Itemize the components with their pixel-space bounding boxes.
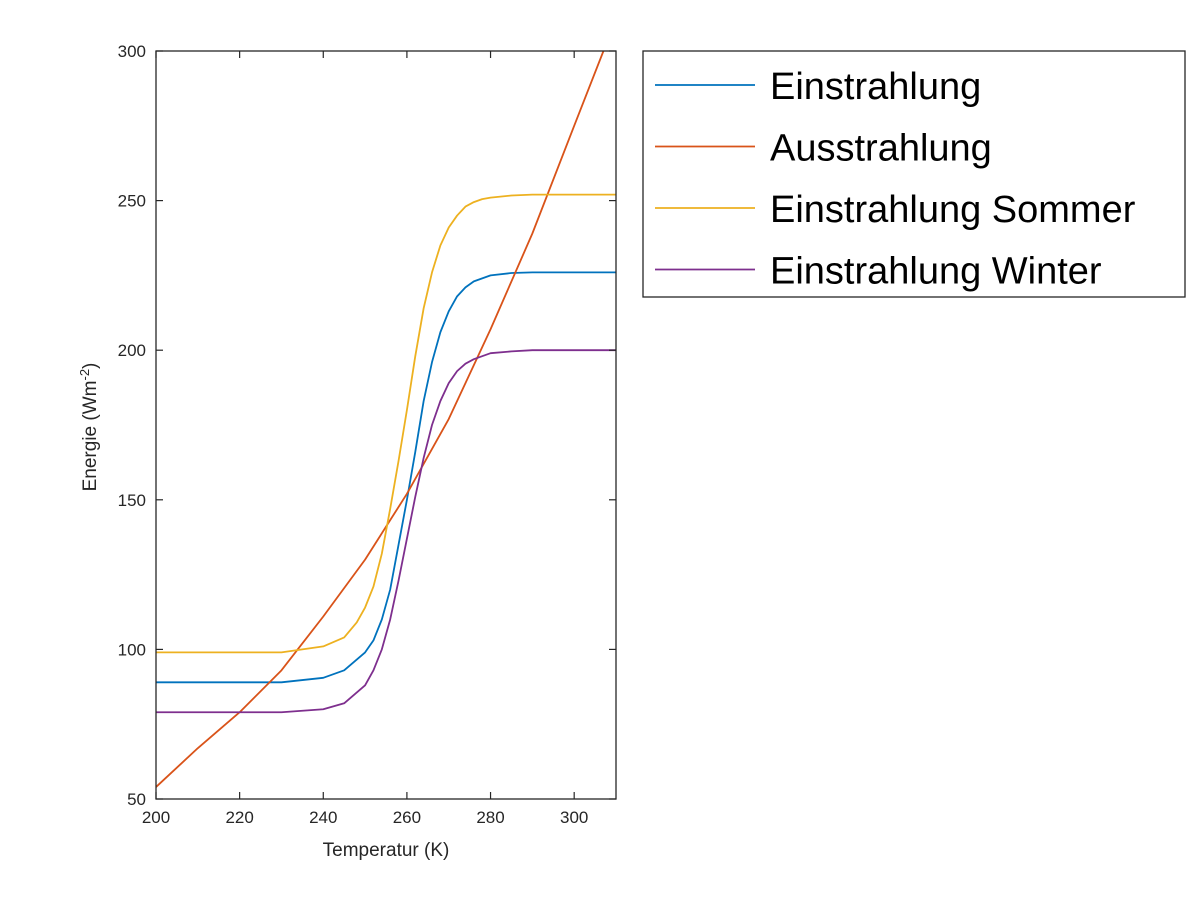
legend-box — [642, 50, 1186, 298]
legend-item: Einstrahlung Winter — [655, 251, 1102, 293]
y-axis-label: Energie (Wm-2) — [77, 363, 102, 492]
legend-label: Einstrahlung Sommer — [770, 189, 1136, 231]
y-tick-label: 50 — [127, 790, 146, 809]
y-tick-label: 250 — [118, 192, 146, 211]
y-tick-label: 200 — [118, 341, 146, 360]
series-line-4 — [156, 349, 616, 714]
y-tick-label: 300 — [118, 42, 146, 61]
x-tick-label: 300 — [560, 808, 588, 827]
series-lines — [156, 51, 616, 788]
y-axis-label-tail: ) — [80, 363, 101, 369]
series-line-3 — [156, 193, 616, 654]
y-axis-ticks: 50 100 150 200 250 300 — [118, 42, 616, 809]
y-axis-label-main: Energie (Wm — [80, 381, 101, 492]
legend-item: Ausstrahlung — [655, 128, 992, 170]
x-tick-label: 200 — [142, 808, 170, 827]
axes-box — [155, 50, 617, 800]
series-line-1 — [156, 271, 616, 684]
x-tick-label: 260 — [393, 808, 421, 827]
x-tick-label: 220 — [225, 808, 253, 827]
plot-area — [155, 50, 617, 800]
legend-item: Einstrahlung — [655, 66, 981, 108]
x-tick-label: 240 — [309, 808, 337, 827]
legend-item: Einstrahlung Sommer — [655, 189, 1136, 231]
legend-label: Einstrahlung — [770, 66, 981, 108]
legend-label: Einstrahlung Winter — [770, 251, 1102, 293]
y-tick-label: 150 — [118, 491, 146, 510]
x-tick-label: 280 — [476, 808, 504, 827]
x-axis-label: Temperatur (K) — [323, 840, 450, 861]
y-axis-label-superscript: -2 — [77, 369, 92, 381]
legend: Einstrahlung Ausstrahlung Einstrahlung Som… — [642, 50, 1186, 298]
legend-label: Ausstrahlung — [770, 128, 992, 170]
y-tick-label: 100 — [118, 640, 146, 659]
x-axis-ticks: 200 220 240 260 280 300 — [142, 51, 588, 827]
